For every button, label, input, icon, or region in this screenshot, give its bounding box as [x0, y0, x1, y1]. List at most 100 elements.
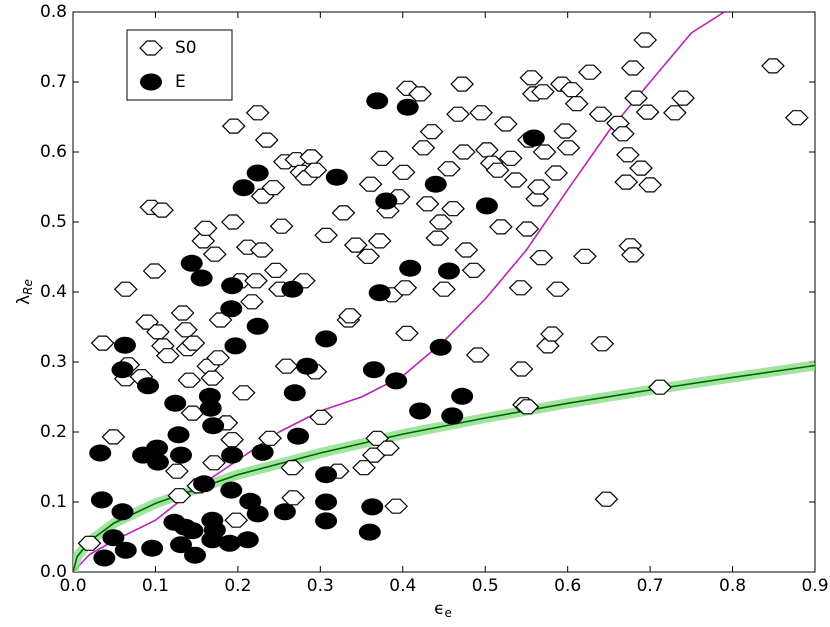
s0-point [761, 58, 785, 74]
s0-point [611, 126, 635, 142]
legend-marker [139, 40, 163, 56]
s0-point [200, 370, 225, 386]
e-point [385, 372, 408, 390]
e-point [232, 179, 255, 197]
s0-point [146, 324, 170, 340]
e-point [224, 337, 247, 355]
e-point [424, 175, 447, 193]
y-tick-label: 0.1 [40, 492, 67, 512]
e-point [273, 503, 296, 521]
e-point [409, 402, 432, 420]
s0-point [376, 440, 400, 456]
e-point [399, 259, 422, 277]
e-point [220, 300, 243, 318]
e-point [429, 338, 452, 356]
e-point [199, 399, 222, 417]
s0-point [485, 162, 510, 178]
e-point [111, 503, 134, 521]
x-tick-label: 0.1 [142, 576, 169, 596]
s0-point [352, 460, 376, 476]
e-point [146, 439, 169, 457]
s0-point [309, 409, 334, 425]
y-tick-label: 0.7 [40, 72, 67, 92]
x-tick-label: 0.7 [637, 576, 664, 596]
e-point [315, 330, 338, 348]
x-axis-label-symbol: ϵ [434, 599, 444, 619]
s0-point [616, 147, 640, 163]
e-point [193, 475, 216, 493]
e-point [167, 426, 190, 444]
e-point [202, 417, 225, 435]
s0-point [564, 96, 589, 112]
s0-point [261, 180, 286, 196]
s0-point [419, 124, 444, 140]
s0-point [515, 399, 540, 415]
s0-point [150, 202, 174, 218]
e-point [221, 446, 244, 464]
y-axis-label-symbol: λ [14, 295, 34, 305]
e-point [164, 394, 187, 412]
s0-point [635, 104, 660, 120]
s0-point [446, 106, 470, 122]
e-point [114, 541, 137, 559]
s0-point [77, 535, 102, 551]
y-tick-label: 0.0 [40, 562, 67, 582]
s0-point [356, 248, 380, 264]
e-point [281, 280, 304, 298]
s0-point [529, 250, 554, 266]
s0-point [614, 174, 639, 190]
y-tick-label: 0.8 [40, 2, 67, 22]
s0-point [202, 246, 227, 262]
s0-point [428, 214, 453, 230]
e-point [113, 336, 136, 354]
s0-point [526, 179, 551, 195]
e-point [362, 361, 385, 379]
y-tick-label: 0.3 [40, 352, 67, 372]
s0-point [515, 221, 540, 237]
s0-point [314, 227, 338, 243]
legend-marker [140, 73, 162, 91]
s0-point [425, 230, 450, 246]
s0-point [588, 106, 613, 122]
s0-point [594, 491, 619, 507]
s0-point [620, 247, 645, 263]
s0-point [299, 149, 324, 165]
s0-point [519, 70, 544, 86]
y-tick-label: 0.2 [40, 422, 67, 442]
s0-point [450, 76, 474, 92]
s0-point [633, 32, 658, 48]
s0-point [221, 118, 246, 134]
s0-point [263, 262, 288, 278]
e-point [102, 529, 125, 547]
s0-point [167, 488, 192, 504]
s0-point [590, 336, 615, 352]
s0-point [638, 177, 662, 193]
e-point [361, 498, 384, 516]
x-tick-label: 0.6 [554, 576, 581, 596]
e-point [358, 523, 381, 541]
s0-point [358, 176, 383, 192]
x-tick-label: 0.5 [472, 576, 499, 596]
s0-point [202, 455, 226, 471]
s0-point [489, 219, 513, 235]
e-point [283, 384, 306, 402]
s0-point [231, 385, 256, 401]
s0-point [177, 372, 202, 388]
e-point [170, 536, 193, 554]
e-point [375, 192, 398, 210]
s0-point [274, 358, 299, 374]
s0-point [432, 281, 456, 297]
s0-point [531, 84, 555, 100]
s0-point [384, 498, 409, 514]
e-point [201, 531, 224, 549]
x-tick-label: 0.3 [307, 576, 334, 596]
s0-point [338, 308, 362, 324]
s0-point [785, 110, 809, 126]
s0-point [181, 335, 206, 351]
s0-point [544, 165, 568, 181]
s0-point [331, 205, 356, 221]
x-axis-label: ϵe [434, 599, 452, 620]
s0-point [174, 322, 198, 338]
s0-point [191, 233, 216, 249]
